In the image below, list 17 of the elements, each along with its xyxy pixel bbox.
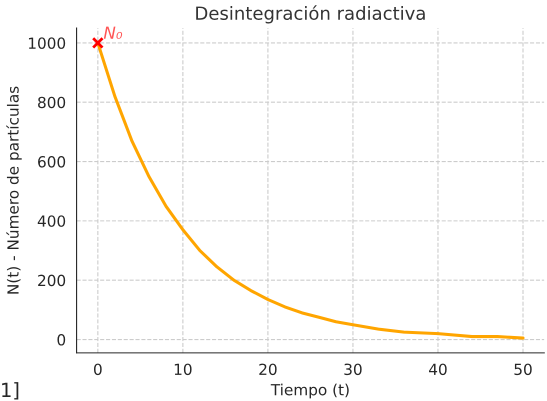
annotation: N₀	[104, 26, 122, 39]
y-tick-label: 0	[57, 334, 66, 346]
x-tick-label: 10	[174, 364, 192, 376]
y-tick-label: 1000	[28, 37, 66, 49]
x-tick-label: 40	[429, 364, 447, 376]
y-tick-label: 400	[38, 215, 66, 227]
y-axis-title: N(t) - Número de partículas	[6, 86, 22, 294]
x-tick-label: 50	[514, 364, 532, 376]
x-axis-title: Tiempo (t)	[270, 384, 349, 398]
x-tick-label: 20	[259, 364, 277, 376]
y-tick-label: 600	[38, 156, 66, 168]
text: 1]	[2, 382, 18, 400]
y-tick-label: 800	[38, 96, 66, 108]
x-tick-label: 0	[94, 364, 102, 376]
y-tick-label: 200	[38, 274, 66, 286]
x-tick-label: 30	[344, 364, 362, 376]
chart-title: Desintegración radiactiva	[196, 5, 425, 24]
